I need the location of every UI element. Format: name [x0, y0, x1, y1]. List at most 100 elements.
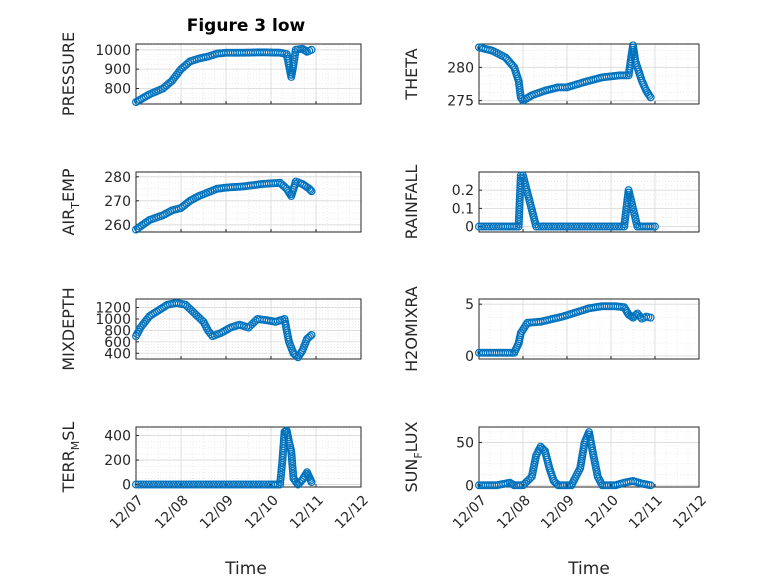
x-tick-label: 12/12 — [332, 493, 372, 533]
data-point — [209, 480, 218, 489]
data-point — [154, 480, 163, 489]
y-tick-label: 270 — [104, 194, 131, 210]
y-tick-label: 275 — [447, 94, 474, 110]
data-point — [249, 480, 258, 489]
y-tick-label: 900 — [104, 62, 131, 78]
data-point — [212, 480, 221, 489]
data-point — [307, 331, 316, 340]
subplot-terr_msl: 0 200 400 12/07 12/08 12/09 12/10 12/11 12/12 TER… — [59, 422, 372, 533]
series-air_temp — [132, 177, 316, 234]
y-tick-label: 260 — [104, 218, 131, 234]
x-tick-label: 12/12 — [670, 493, 710, 533]
axes-frame — [478, 171, 700, 233]
subplot-rainfall: 0 0.1 0.2 RAINFALL — [402, 165, 700, 240]
y-tick-label: 800 — [104, 323, 131, 339]
data-point — [526, 474, 535, 483]
y-axis-label: TERRMSL — [59, 422, 82, 494]
data-point — [636, 312, 645, 321]
y-tick-label: 0 — [122, 478, 131, 494]
y-tick-label: 1000 — [95, 312, 131, 328]
data-point — [197, 480, 206, 489]
data-point — [207, 480, 216, 489]
y-axis-label: MIXDEPTH — [59, 287, 78, 370]
y-tick-label: 200 — [104, 453, 131, 469]
x-axis-label-right: Time — [567, 559, 610, 579]
data-point — [234, 480, 243, 489]
data-point — [214, 480, 223, 489]
data-point — [650, 222, 659, 231]
y-axis-label: THETA — [402, 48, 421, 100]
series-pressure — [132, 44, 316, 107]
data-point — [184, 58, 193, 67]
data-point — [172, 480, 181, 489]
data-point — [204, 480, 213, 489]
axes-frame — [478, 43, 700, 105]
y-tick-label: 5 — [465, 297, 474, 313]
data-point — [184, 480, 193, 489]
subplot-pressure: 800 900 1000 PRESSURE — [59, 32, 362, 116]
subplot-sun_flux: 0 50 12/07 12/08 12/09 12/10 12/11 12/12 SUNFLUX — [402, 421, 710, 532]
data-point — [149, 480, 158, 489]
data-point — [167, 480, 176, 489]
data-point — [174, 480, 183, 489]
data-point — [194, 480, 203, 489]
y-tick-label: 800 — [104, 82, 131, 98]
y-tick-label: 0 — [465, 349, 474, 365]
data-point — [229, 480, 238, 489]
data-point — [139, 480, 148, 489]
series-theta — [475, 41, 655, 105]
data-point — [512, 222, 521, 231]
data-point — [244, 480, 253, 489]
data-point — [552, 479, 561, 488]
x-tick-label: 12/11 — [626, 493, 666, 533]
axes-frame — [478, 426, 700, 488]
data-point — [164, 480, 173, 489]
y-tick-label: 400 — [104, 346, 131, 362]
y-axis-label: H2OMIXRA — [402, 286, 421, 372]
y-axis-label: RAINFALL — [402, 165, 421, 240]
data-point — [152, 480, 161, 489]
data-point — [147, 480, 156, 489]
data-point — [301, 46, 310, 55]
data-point — [142, 480, 151, 489]
data-point — [219, 480, 228, 489]
series-terr_msl — [132, 426, 316, 489]
minor-grid — [135, 44, 362, 104]
data-point — [520, 322, 529, 331]
y-tick-label: 280 — [447, 60, 474, 76]
subplot-air_temp: 260 270 280 AIRTEMP — [59, 168, 362, 236]
figure-title: Figure 3 low — [187, 16, 306, 36]
data-point — [143, 217, 152, 226]
data-point — [519, 325, 528, 334]
subplot-theta: 275 280 THETA — [402, 41, 700, 110]
subplot-grid: 800 900 1000 PRESSURE 275 280 THETA 260 270 280 AI… — [59, 32, 710, 532]
data-point — [646, 313, 655, 322]
data-point — [169, 480, 178, 489]
data-point — [631, 310, 640, 319]
data-point — [247, 480, 256, 489]
data-point — [222, 480, 231, 489]
data-point — [217, 480, 226, 489]
data-point — [254, 480, 263, 489]
x-tick-label: 12/10 — [242, 493, 282, 533]
data-point — [646, 481, 655, 490]
data-point — [257, 480, 266, 489]
data-point — [306, 332, 315, 341]
y-tick-label: 0.2 — [452, 183, 474, 199]
series-sun_flux — [475, 428, 655, 490]
data-point — [189, 480, 198, 489]
data-point — [192, 480, 201, 489]
series-h2omixra — [475, 302, 655, 357]
x-tick-label: 12/10 — [582, 493, 622, 533]
series-mixdepth — [132, 299, 316, 362]
data-point — [177, 480, 186, 489]
data-point — [232, 480, 241, 489]
data-point — [620, 71, 629, 80]
data-point — [505, 348, 514, 357]
y-tick-label: 600 — [104, 335, 131, 351]
data-point — [646, 93, 655, 102]
x-tick-label: 12/09 — [197, 493, 237, 533]
data-point — [306, 186, 315, 195]
minor-grid — [135, 172, 362, 232]
